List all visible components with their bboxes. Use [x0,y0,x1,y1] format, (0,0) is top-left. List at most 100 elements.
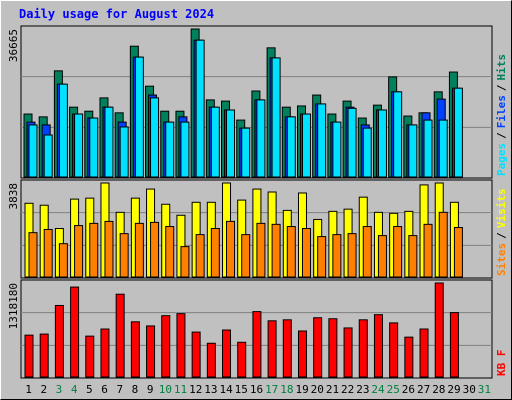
bar [434,282,444,378]
bar [180,121,190,178]
bar [104,106,114,178]
bar [438,211,448,278]
legend-entry: Files [495,95,508,128]
x-tick-label: 1 [25,383,32,396]
bar [343,327,353,378]
bar [89,117,99,178]
x-tick-label: 31 [478,383,491,396]
y-tick-label: 1318180 [7,283,20,329]
x-tick-label: 21 [326,383,339,396]
legend-separator: / [495,84,508,91]
bar [301,113,311,178]
bar [358,319,368,378]
bar [226,109,236,178]
x-tick-label: 2 [40,383,47,396]
bar [377,109,387,178]
x-tick-label: 27 [417,383,430,396]
bar [85,335,95,378]
x-tick-label: 18 [280,383,293,396]
bar [165,121,175,178]
bar [271,57,281,178]
x-tick-label: 7 [116,383,123,396]
bar [237,341,247,378]
bar [419,328,429,378]
legend: Sites / Visits [495,189,508,277]
bar [130,321,140,378]
bar [119,126,129,178]
x-tick-label: 4 [71,383,78,396]
bar [423,223,433,278]
bar [347,107,357,178]
legend-entry: Visits [495,189,508,229]
bar [165,226,175,278]
bar [423,119,433,178]
bar [347,233,357,278]
bar [393,91,403,178]
bar [222,329,232,378]
bar [453,227,463,278]
x-tick-label: 20 [311,383,324,396]
bar [24,334,34,378]
bar [271,223,281,278]
x-tick-label: 14 [219,383,233,396]
bar [134,56,144,178]
bar [210,228,220,278]
legend: KB F [495,350,508,377]
bar [328,318,338,378]
bar [241,234,251,278]
legend-separator: / [495,232,508,239]
x-tick-label: 12 [189,383,202,396]
x-tick-label: 30 [463,383,476,396]
bar [176,313,186,378]
legend: Pages / Files / Hits [495,54,508,176]
bar [252,311,262,378]
bar [286,116,296,178]
legend-entry: Hits [495,54,508,81]
bar [389,322,399,378]
x-tick-label: 13 [204,383,217,396]
x-tick-label: 15 [235,383,248,396]
bar [362,226,372,278]
bar [282,319,292,378]
bar [150,221,160,278]
chart-title: Daily usage for August 2024 [19,7,214,21]
bar [146,325,156,378]
bar [161,315,171,378]
bar [393,226,403,278]
bar [317,103,327,178]
x-tick-label: 11 [174,383,187,396]
bar [195,234,205,278]
bar [332,234,342,278]
bar [332,121,342,178]
y-tick-label: 36665 [7,29,20,62]
bar [43,134,53,178]
bar [104,220,114,278]
bar [449,312,459,378]
bar [256,222,266,278]
bar [404,336,414,378]
bar [150,97,160,178]
bar [408,124,418,178]
bar [267,320,277,378]
x-tick-label: 17 [265,383,278,396]
bar [301,228,311,278]
bar [317,236,327,278]
bar [28,232,38,278]
bar [286,226,296,278]
x-tick-label: 3 [56,383,63,396]
bar [180,246,190,278]
x-tick-label: 24 [371,383,385,396]
legend-entry: Pages [495,143,508,176]
bar [195,39,205,178]
bar [74,225,84,278]
bar [119,233,129,278]
x-tick-label: 23 [356,383,369,396]
legend-separator: / [495,132,508,139]
bar [70,286,80,378]
bar [115,293,125,378]
x-tick-label: 22 [341,383,354,396]
y-tick-label: 3838 [7,183,20,210]
bar [74,113,84,178]
